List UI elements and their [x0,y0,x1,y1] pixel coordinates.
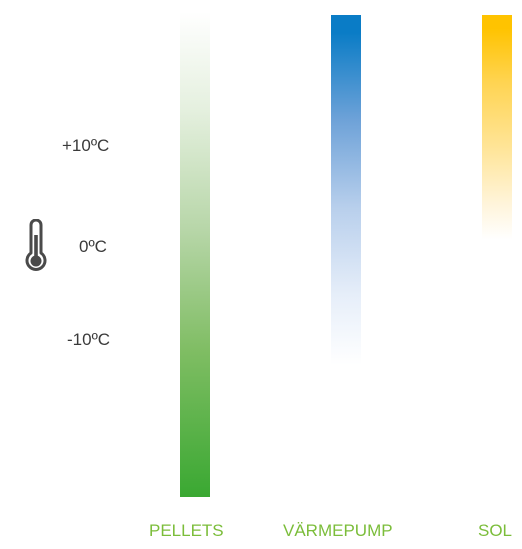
category-label-varmepump: VÄRMEPUMP [283,521,393,540]
temperature-label-zero: 0ºC [79,237,107,256]
category-label-sol: SOL [478,521,513,540]
sol-bar [482,15,512,240]
varmepump-bar [331,15,361,365]
pellets-bar [180,12,210,497]
thermometer-icon [25,219,47,271]
temperature-label-minus10: -10ºC [67,330,111,349]
temperature-label-plus10: +10ºC [62,136,110,155]
category-label-pellets: PELLETS [149,521,224,540]
